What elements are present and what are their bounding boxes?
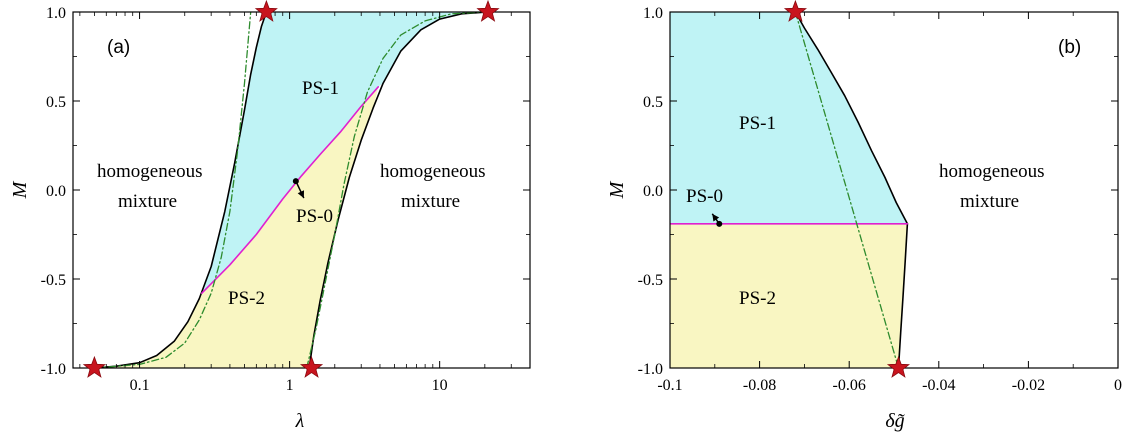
chart-panel-b: -0.1 -0.08 -0.06 -0.04 -0.02 0 -1.0 -0.5 0.0 0.5 1… (606, 0, 1122, 432)
panel-b-x-tick-label: -0.1 (657, 377, 682, 394)
panel-b-x-tick-label: 0 (1114, 377, 1122, 394)
panel-b-series-line-0 (794, 12, 909, 225)
panel-a-critical-point-star (299, 355, 324, 378)
panel-b-region-homogeneous-line2: mixture (960, 191, 1019, 212)
panel-a-y-tick-label: 0.5 (46, 94, 66, 111)
panel-a-ps0-arrow-head (297, 190, 305, 199)
panel-a-ps0-pointer (292, 178, 305, 199)
panel-b-y-tick-label: 0.5 (643, 94, 663, 111)
panel-a-x-tick-label: 1 (286, 377, 294, 394)
panel-a-region-ps1 (201, 12, 489, 294)
panel-a-region-homogeneous-right-line1: homogeneous (380, 161, 486, 182)
panel-a-series-line-1 (308, 12, 489, 368)
panel-a-x-tick-label: 0.1 (130, 377, 150, 394)
panel-a-region-ps0-label: PS-0 (296, 206, 333, 227)
panel-a-x-axis-label: λ (295, 410, 305, 432)
panel-b-y-axis-label: M (606, 180, 628, 199)
panel-b-x-tick-label: -0.06 (833, 377, 866, 394)
panel-a-region-ps1-label: PS-1 (302, 78, 339, 99)
panel-b-x-tick-label: -0.04 (922, 377, 955, 394)
panel-b-region-ps0-label: PS-0 (686, 186, 723, 207)
panel-a-series-line-2 (201, 86, 380, 294)
chart-panel-a: 0.1 1 10 -1.0 -0.5 0.0 0.5 1.0 (a) λ M PS-1 PS-… (9, 0, 531, 432)
panel-b-series-line-1 (897, 223, 909, 368)
panel-a-region-ps2 (94, 86, 379, 368)
panel-b-region-ps2 (670, 223, 908, 368)
panel-b-region-ps1-label: PS-1 (739, 113, 776, 134)
panel-b-series-line-3 (794, 12, 900, 368)
panel-b-ps0-pointer (711, 213, 723, 227)
panel-b-x-tick-label: -0.08 (743, 377, 776, 394)
panel-b-y-tick-label: -1.0 (638, 361, 663, 378)
panel-b-y-tick-label: 1.0 (643, 5, 663, 22)
panel-b-series (670, 12, 909, 368)
panel-b-region-homogeneous-line1: homogeneous (939, 161, 1045, 182)
panel-a-series-line-4 (306, 12, 486, 368)
panel-b-ps0-arrow-head (712, 213, 720, 222)
panel-a-critical-point-star (254, 0, 278, 22)
panel-a-ticks: 0.1 1 10 -1.0 -0.5 0.0 0.5 1.0 (41, 5, 530, 394)
panel-b-critical-point-star (886, 355, 910, 378)
panel-a-label: (a) (107, 37, 130, 58)
panel-a-stars (82, 0, 500, 378)
panel-a-regions (94, 12, 489, 368)
panel-a-x-tick-label: 10 (432, 377, 448, 394)
panel-a-region-ps2-label: PS-2 (228, 288, 265, 309)
panel-b-x-axis-label: δg̃ (885, 410, 904, 432)
panel-a-y-tick-label: 0.0 (46, 183, 66, 200)
panel-b-critical-point-star (783, 0, 808, 22)
panel-a-series-line-0 (93, 12, 268, 368)
panel-b-ticks: -0.1 -0.08 -0.06 -0.04 -0.02 0 -1.0 -0.5 0.0 0.5 1… (638, 5, 1122, 394)
panel-a-y-axis-label: M (9, 180, 31, 199)
panel-a-y-tick-label: -0.5 (41, 272, 66, 289)
panel-b-y-tick-label: 0.0 (643, 183, 663, 200)
panel-a-region-homogeneous-right-line2: mixture (401, 191, 460, 212)
panel-b-regions (670, 12, 908, 368)
panel-a-series-line-3 (93, 12, 252, 368)
panel-a-y-tick-label: -1.0 (41, 361, 66, 378)
panel-a-region-homogeneous-left-line1: homogeneous (97, 161, 203, 182)
panel-b-region-ps2-label: PS-2 (739, 288, 776, 309)
panel-a-y-tick-label: 1.0 (46, 5, 66, 22)
panel-b-y-tick-label: -0.5 (638, 272, 663, 289)
panel-a-critical-point-star (476, 0, 500, 22)
panel-b-x-tick-label: -0.02 (1012, 377, 1045, 394)
panel-b-stars (783, 0, 910, 378)
panel-b-label: (b) (1058, 37, 1081, 58)
panel-b-region-ps1 (670, 12, 908, 224)
panel-a-region-homogeneous-left-line2: mixture (118, 191, 177, 212)
panel-a-critical-point-star (82, 355, 107, 378)
panel-a-series (93, 12, 489, 368)
